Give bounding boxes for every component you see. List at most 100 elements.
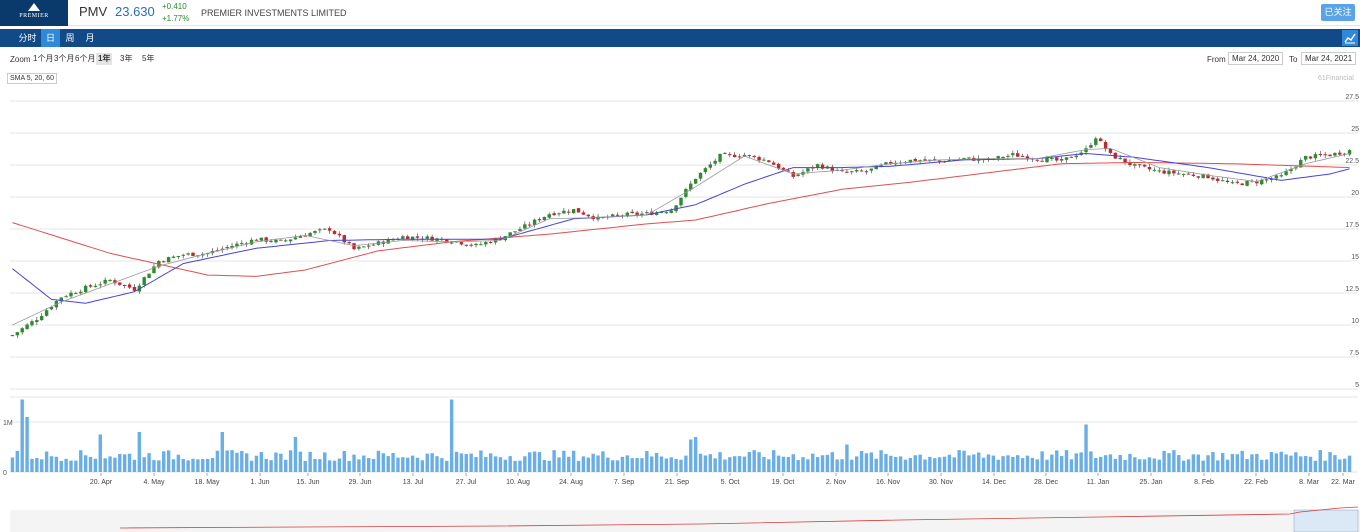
- volume-bar: [332, 460, 337, 472]
- zoom-6m-button[interactable]: 6个月: [75, 54, 96, 63]
- candle: [1025, 153, 1030, 162]
- zoom-1y-button[interactable]: 1年: [96, 53, 113, 65]
- candle: [357, 245, 361, 251]
- candle-body: [445, 239, 449, 243]
- volume-bar: [327, 460, 332, 472]
- volume-bar: [1294, 452, 1298, 472]
- candle-body: [186, 253, 190, 255]
- candle-body: [523, 224, 527, 229]
- emblem-icon: [28, 3, 40, 11]
- date-tick-label: 20. Apr: [90, 479, 113, 486]
- candle: [703, 167, 708, 175]
- zoom-1m-button[interactable]: 1个月: [33, 54, 54, 63]
- candle: [869, 168, 874, 174]
- candle-body: [874, 165, 878, 170]
- navigator-selection[interactable]: [1293, 509, 1359, 532]
- volume-bar: [1269, 452, 1274, 472]
- date-tick-label: 5. Oct: [721, 479, 740, 486]
- candle-body: [25, 324, 29, 329]
- date-tick-label: 24. Aug: [559, 479, 583, 486]
- candle: [762, 157, 766, 162]
- company-logo[interactable]: PREMIER: [0, 0, 68, 26]
- candle-body: [698, 172, 703, 179]
- candle-body: [562, 210, 566, 214]
- volume-bar: [210, 457, 215, 472]
- volume-bar: [986, 454, 991, 472]
- range-navigator: [10, 506, 1360, 532]
- candle: [1040, 158, 1044, 162]
- candle: [469, 243, 473, 248]
- from-date-input[interactable]: Mar 24, 2020: [1228, 52, 1284, 65]
- zoom-3y-button[interactable]: 3年: [120, 54, 133, 63]
- volume-bar: [249, 460, 254, 472]
- candle: [230, 242, 234, 250]
- candle: [796, 173, 800, 177]
- tab-weekly[interactable]: 周: [65, 33, 75, 43]
- volume-bar: [313, 459, 317, 472]
- line-chart-icon[interactable]: [1342, 30, 1358, 46]
- candle-body: [479, 244, 483, 246]
- volume-bar: [503, 459, 508, 472]
- candle-body: [347, 242, 351, 244]
- logo-text: PREMIER: [19, 13, 49, 19]
- volume-bar: [650, 456, 654, 472]
- candle: [1328, 153, 1332, 157]
- candle: [1279, 172, 1283, 178]
- zoom-3m-button[interactable]: 3个月: [54, 54, 75, 63]
- candle-body: [406, 236, 410, 240]
- candle-body: [342, 235, 346, 243]
- price-tick-label: 12.5: [1345, 286, 1359, 293]
- candle-body: [1167, 170, 1171, 175]
- candle-body: [1216, 178, 1220, 181]
- date-tick-label: 21. Sep: [665, 479, 689, 486]
- candle-body: [147, 273, 151, 279]
- candle: [1089, 142, 1093, 149]
- candle-body: [1289, 169, 1293, 172]
- volume-bar: [747, 451, 752, 472]
- candle-body: [1074, 155, 1078, 158]
- volume-bar: [108, 456, 112, 472]
- volume-bar: [1274, 453, 1279, 472]
- candle-body: [815, 164, 820, 168]
- volume-bar: [991, 455, 996, 472]
- date-tick-label: 11. Jan: [1087, 479, 1110, 486]
- candle: [537, 217, 542, 223]
- candle: [1157, 167, 1161, 174]
- volume-bar: [698, 453, 703, 472]
- candle: [1255, 179, 1259, 187]
- candle-body: [679, 197, 683, 206]
- candle: [1313, 152, 1318, 161]
- zoom-5y-button[interactable]: 5年: [142, 54, 155, 63]
- candle: [1128, 159, 1132, 167]
- to-date-input[interactable]: Mar 24, 2021: [1301, 52, 1357, 65]
- volume-bar: [464, 454, 468, 472]
- candle-body: [88, 285, 93, 287]
- candle: [752, 155, 756, 159]
- candle-body: [508, 232, 512, 237]
- candle-body: [332, 230, 337, 235]
- tab-daily[interactable]: 日: [41, 29, 60, 47]
- candle-body: [718, 153, 722, 162]
- volume-bar: [1177, 455, 1181, 472]
- volume-bar: [279, 453, 283, 472]
- candle: [898, 160, 903, 165]
- sma-5-line: [12, 147, 1350, 326]
- candle: [532, 218, 537, 228]
- candle-body: [806, 168, 810, 172]
- candle: [1289, 166, 1293, 175]
- candle: [1147, 164, 1152, 172]
- volume-bar: [113, 457, 117, 472]
- candle-body: [1328, 154, 1332, 157]
- candle: [791, 170, 795, 179]
- follow-button[interactable]: 已关注: [1321, 4, 1355, 21]
- indicator-tag[interactable]: SMA 5, 20, 60: [7, 73, 57, 84]
- candle-body: [713, 160, 717, 164]
- candle-body: [630, 211, 634, 213]
- candle: [313, 230, 317, 235]
- candle-body: [1040, 160, 1044, 162]
- tab-monthly[interactable]: 月: [85, 33, 95, 43]
- candle-body: [557, 213, 561, 215]
- volume-bar: [972, 454, 976, 472]
- tab-intraday[interactable]: 分时: [18, 33, 37, 43]
